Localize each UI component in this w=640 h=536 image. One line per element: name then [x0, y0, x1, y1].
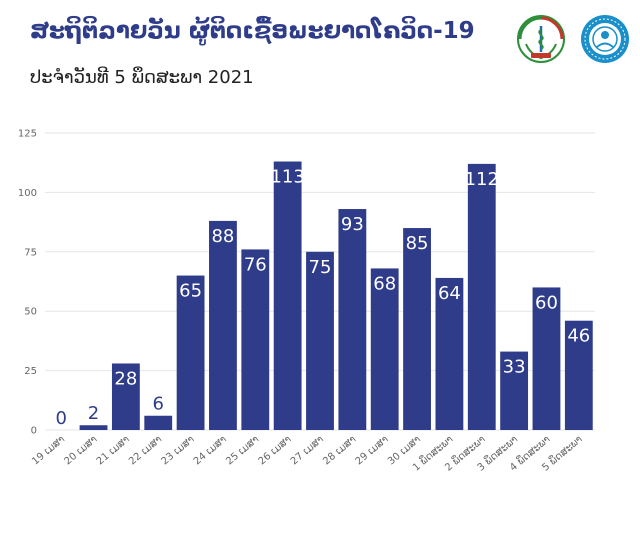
data-label: 6 — [153, 394, 164, 415]
data-label: 112 — [465, 169, 499, 190]
data-label: 93 — [341, 214, 364, 235]
data-label: 85 — [406, 233, 429, 254]
data-label: 75 — [309, 257, 332, 278]
y-tick-label: 75 — [24, 247, 37, 258]
x-tick-label: 27 ເມສາ — [289, 434, 326, 468]
data-label: 60 — [535, 292, 558, 313]
x-tick-label: 28 ເມສາ — [321, 434, 358, 468]
y-tick-label: 125 — [18, 129, 37, 140]
bar — [338, 209, 367, 430]
x-tick-label: 22 ເມສາ — [127, 434, 164, 468]
data-label: 28 — [114, 368, 137, 389]
bar — [176, 275, 205, 430]
bar — [564, 320, 593, 430]
data-label: 46 — [567, 326, 590, 347]
data-label: 33 — [503, 357, 526, 378]
x-tick-label: 23 ເມສາ — [159, 434, 196, 468]
bar — [273, 161, 302, 430]
x-tick-label: 25 ເມສາ — [224, 434, 261, 468]
data-label: 68 — [373, 273, 396, 294]
data-label: 2 — [88, 403, 99, 424]
bar — [467, 163, 496, 430]
bar — [144, 415, 173, 430]
data-label: 65 — [179, 281, 202, 302]
y-tick-label: 100 — [18, 188, 37, 199]
ministry-of-health-logo-icon — [517, 15, 565, 63]
y-tick-label: 0 — [31, 426, 37, 437]
bar — [306, 251, 334, 430]
data-label: 113 — [270, 167, 304, 188]
x-tick-label: 24 ເມສາ — [192, 434, 229, 468]
x-tick-label: 19 ເມສາ — [30, 434, 67, 468]
bar — [209, 220, 237, 430]
bar — [79, 425, 108, 430]
x-tick-label: 20 ເມສາ — [62, 434, 99, 468]
bar — [403, 228, 431, 430]
bar — [500, 351, 529, 430]
x-tick-label: 29 ເມສາ — [354, 434, 391, 468]
page-title: ສະຖິຕິລາຍວັນ ຜູ້ຕິດເຊື້ອພະຍາດໂຄວິດ-19 — [30, 18, 475, 44]
data-label: 0 — [55, 408, 66, 429]
data-label: 88 — [211, 226, 234, 247]
x-tick-label: 21 ເມສາ — [95, 434, 132, 468]
y-tick-label: 50 — [24, 307, 37, 318]
page-subtitle: ປະຈຳວັນທີ 5 ພຶດສະພາ 2021 — [30, 67, 254, 88]
bar — [532, 287, 561, 430]
data-label: 76 — [244, 254, 267, 275]
disease-control-logo-icon — [581, 15, 629, 63]
bar — [370, 268, 399, 430]
bar — [111, 363, 140, 430]
bar — [435, 277, 464, 430]
bar — [241, 249, 270, 430]
data-label: 64 — [438, 283, 461, 304]
y-tick-label: 25 — [24, 366, 37, 377]
x-tick-label: 26 ເມສາ — [257, 434, 294, 468]
